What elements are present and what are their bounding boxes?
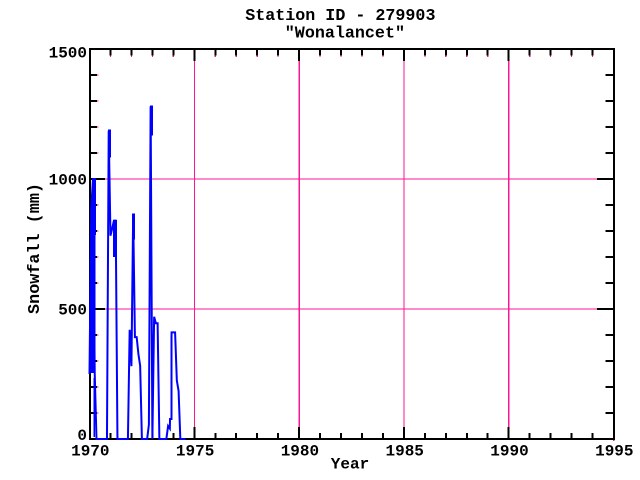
svg-text:1995: 1995 xyxy=(595,442,633,460)
svg-text:Year: Year xyxy=(331,455,369,473)
svg-text:0: 0 xyxy=(77,427,87,445)
svg-text:1000: 1000 xyxy=(49,172,87,190)
svg-text:1970: 1970 xyxy=(71,442,109,460)
svg-text:1500: 1500 xyxy=(49,45,87,63)
svg-text:Station ID - 279903: Station ID - 279903 xyxy=(245,7,435,26)
svg-text:500: 500 xyxy=(58,302,87,320)
svg-text:1990: 1990 xyxy=(490,442,528,460)
svg-text:Snowfall (mm): Snowfall (mm) xyxy=(26,183,45,314)
svg-text:1975: 1975 xyxy=(176,442,214,460)
svg-text:1980: 1980 xyxy=(281,442,319,460)
svg-text:1985: 1985 xyxy=(385,442,423,460)
svg-text:"Wonalancet": "Wonalancet" xyxy=(285,25,405,44)
